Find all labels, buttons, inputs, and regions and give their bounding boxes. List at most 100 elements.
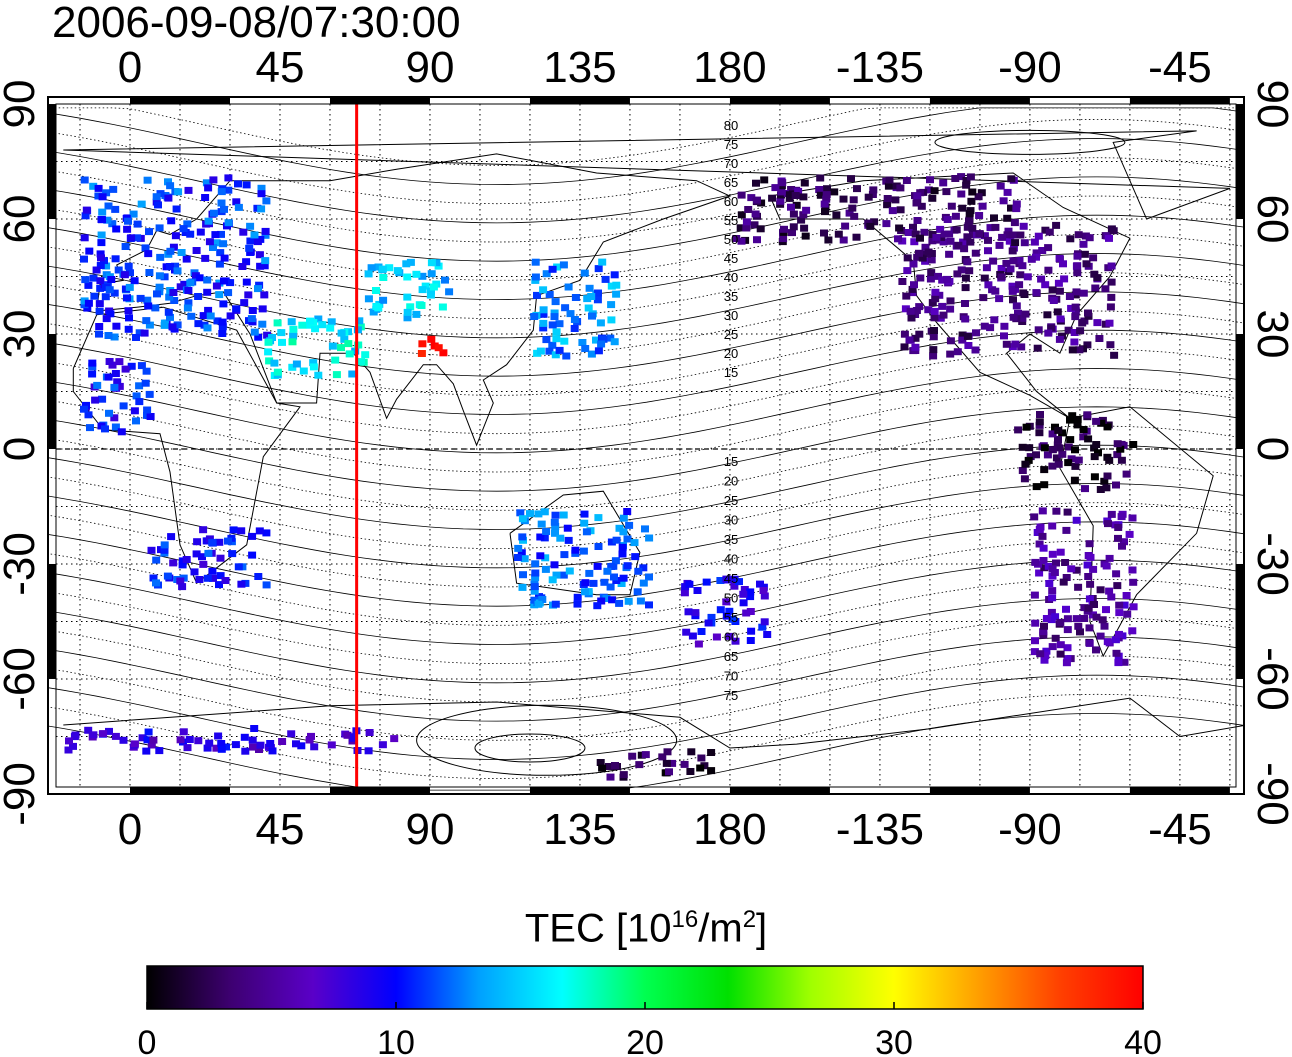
tec-cell [1072, 288, 1081, 296]
tec-cell [611, 557, 620, 565]
tec-cell [263, 331, 272, 339]
tec-cell [961, 315, 970, 323]
tec-cell [80, 176, 89, 184]
tec-cell [345, 350, 354, 358]
lat-tick-right: 30 [1248, 310, 1292, 359]
tec-cell [203, 324, 212, 332]
tec-cell [311, 325, 320, 333]
tec-cell [108, 220, 117, 228]
tec-cell [132, 417, 140, 425]
tec-cell [1002, 340, 1011, 348]
contour-label-north: 40 [724, 270, 738, 285]
tec-cell [226, 279, 235, 287]
tec-cell [619, 514, 628, 522]
tec-cell [946, 237, 955, 245]
tec-cell [645, 601, 653, 609]
tec-cell [1066, 436, 1075, 444]
tec-cell [88, 359, 97, 367]
tec-cell [402, 260, 411, 268]
tec-cell [204, 549, 213, 557]
tec-cell [1049, 297, 1058, 304]
tec-cell [247, 315, 256, 323]
tec-cell [1055, 444, 1064, 452]
tec-cell [1054, 279, 1063, 287]
tec-cell [1086, 553, 1095, 561]
top-longitude-ticks: 0 45 90 135 180 -135 -90 -45 [118, 43, 1212, 92]
tec-cell [696, 764, 705, 772]
tec-cell [539, 324, 548, 332]
tec-cell [192, 550, 201, 558]
tec-cell [519, 571, 527, 579]
tec-cell [429, 283, 438, 291]
tec-cell [1048, 286, 1057, 294]
tec-cell [587, 350, 596, 358]
tec-cell [278, 738, 287, 745]
tec-cell [1034, 326, 1043, 334]
tec-cell [991, 223, 1000, 231]
tec-cell [260, 262, 269, 270]
tec-cell [213, 317, 222, 325]
tec-cell [716, 577, 725, 584]
tec-cell [911, 343, 920, 351]
tec-cell [196, 228, 205, 236]
tec-cell [344, 340, 353, 348]
tec-cell [1009, 257, 1018, 265]
tec-cell [787, 186, 796, 193]
tec-cell [581, 579, 590, 587]
tec-cell [1043, 451, 1052, 459]
tec-cell [80, 255, 88, 263]
tec-cell [550, 518, 559, 526]
tec-cell [137, 362, 146, 370]
tec-cell [1086, 580, 1095, 588]
tec-cell [951, 212, 960, 220]
tec-cell [149, 574, 158, 582]
tec-cell [1107, 593, 1116, 601]
tec-cell [552, 328, 561, 336]
tec-cell [224, 289, 233, 297]
tec-cell [816, 191, 825, 199]
tec-cell [760, 618, 769, 626]
tec-cell [1125, 530, 1134, 538]
tec-cell [943, 275, 951, 283]
tec-cell [427, 287, 435, 295]
tec-cell [802, 206, 811, 214]
tec-cell [538, 596, 547, 603]
tec-cell [964, 342, 973, 349]
tec-cell [1054, 436, 1062, 443]
tec-cell [403, 314, 412, 322]
tec-cell [984, 236, 992, 244]
tec-cell [536, 347, 545, 355]
tec-cell [1063, 626, 1072, 634]
lon-tick-top: -45 [1148, 43, 1212, 92]
tec-cell [932, 233, 941, 241]
tec-cell [801, 232, 810, 240]
tec-cell [884, 182, 893, 190]
tec-cell [820, 229, 828, 237]
tec-cell [995, 241, 1004, 249]
geomag-contour [48, 107, 1244, 185]
tec-cell [751, 210, 760, 218]
tec-cell [750, 221, 759, 229]
tec-cell [292, 360, 301, 368]
left-latitude-ticks: 90 60 30 0 -30 -60 -90 [0, 80, 44, 826]
tec-cell [205, 238, 214, 246]
tec-cell [530, 587, 539, 595]
tec-cell [821, 208, 829, 216]
tec-cell [152, 556, 161, 564]
tec-cell [129, 210, 138, 218]
tec-cell [1031, 558, 1040, 566]
tec-cell [1074, 583, 1083, 591]
tec-cell [183, 220, 192, 228]
tec-cell [1035, 569, 1044, 577]
tec-cell [1063, 508, 1072, 516]
tec-cell [1072, 615, 1081, 623]
tec-cell [84, 299, 93, 307]
tec-cell [114, 266, 123, 274]
tec-cell [133, 234, 142, 242]
tec-cell [81, 276, 90, 284]
tec-cell [412, 310, 421, 318]
tec-cell [277, 329, 286, 337]
tec-cell [920, 228, 929, 236]
tec-cell [541, 554, 550, 562]
tec-cell [610, 338, 619, 346]
